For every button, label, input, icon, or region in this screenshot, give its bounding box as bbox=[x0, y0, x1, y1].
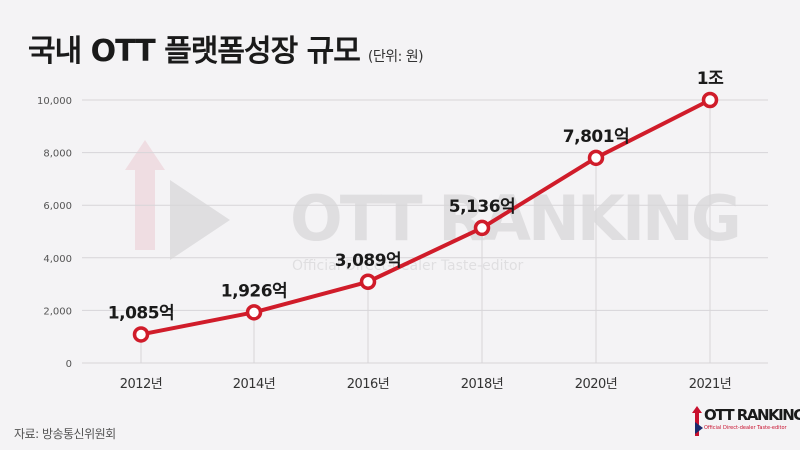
watermark-arrow-icon bbox=[125, 140, 165, 250]
data-point bbox=[701, 91, 719, 109]
data-label: 7,801억 bbox=[563, 127, 629, 147]
data-point bbox=[245, 304, 263, 321]
data-point bbox=[587, 149, 605, 167]
data-point bbox=[473, 219, 491, 237]
y-tick-label: 0 bbox=[66, 359, 72, 370]
data-point bbox=[132, 326, 150, 343]
data-label: 3,089억 bbox=[335, 251, 401, 271]
x-tick-label: 2020년 bbox=[575, 377, 618, 392]
series-line bbox=[140, 98, 711, 337]
brand-logo-tagline: Official Direct-dealer Taste-editor bbox=[704, 425, 787, 431]
unit-label: (단위: 원) bbox=[367, 49, 424, 65]
y-tick-label: 4,000 bbox=[43, 254, 72, 265]
watermark-play-icon bbox=[170, 180, 230, 260]
data-label: 5,136억 bbox=[449, 197, 515, 217]
y-tick-label: 2,000 bbox=[43, 306, 72, 317]
watermark: OTT RANKING Official Direct-dealer Taste-… bbox=[125, 140, 742, 274]
y-tick-label: 8,000 bbox=[43, 149, 72, 160]
data-label: 1,085억 bbox=[108, 303, 174, 323]
y-tick-label: 10,000 bbox=[37, 96, 72, 107]
source-note: 자료: 방송통신위원회 bbox=[14, 427, 116, 441]
x-tick-label: 2018년 bbox=[461, 377, 504, 392]
watermark-brand-text: OTT RANKING bbox=[290, 182, 739, 255]
brand-arrow-icon bbox=[692, 406, 703, 436]
chart-title: 국내 OTT 플랫폼성장 규모 bbox=[28, 34, 361, 69]
brand-logo: OTT RANKING Official Direct-dealer Taste… bbox=[690, 404, 800, 440]
data-label: 1,926억 bbox=[221, 281, 287, 301]
brand-logo-text: OTT RANKING bbox=[704, 406, 800, 424]
data-label: 1조 bbox=[697, 69, 724, 89]
data-point bbox=[359, 273, 377, 291]
watermark-tagline-text: Official Direct-dealer Taste-editor bbox=[292, 258, 524, 274]
x-tick-label: 2016년 bbox=[347, 377, 390, 392]
y-tick-label: 6,000 bbox=[43, 201, 72, 212]
x-tick-label: 2021년 bbox=[689, 377, 732, 392]
chart-header: 국내 OTT 플랫폼성장 규모 (단위: 원) bbox=[28, 26, 424, 70]
x-tick-label: 2014년 bbox=[233, 377, 276, 392]
x-tick-label: 2012년 bbox=[120, 377, 163, 392]
